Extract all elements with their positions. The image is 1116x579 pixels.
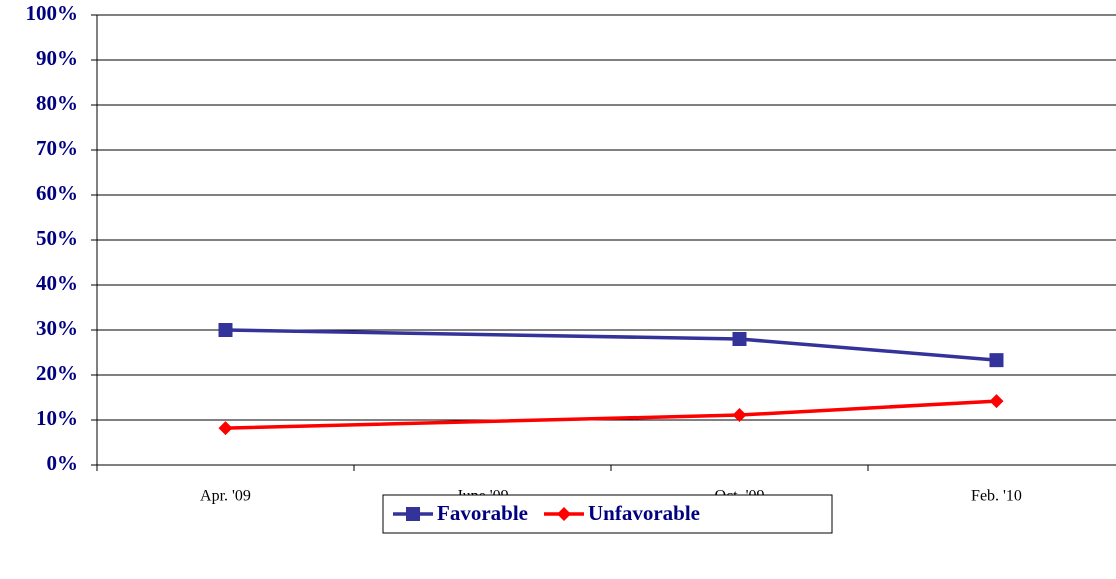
marker bbox=[218, 421, 233, 436]
x-tick-label: Feb. '10 bbox=[971, 488, 1022, 505]
y-tick-label: 100% bbox=[26, 1, 79, 25]
marker bbox=[218, 323, 233, 337]
marker bbox=[989, 353, 1004, 368]
y-tick-label: 70% bbox=[36, 136, 78, 160]
y-tick-label: 80% bbox=[36, 91, 78, 115]
y-tick-label: 50% bbox=[36, 226, 78, 250]
marker bbox=[556, 507, 571, 521]
marker bbox=[989, 394, 1004, 409]
y-tick-label: 90% bbox=[36, 46, 78, 70]
y-tick-label: 30% bbox=[36, 316, 78, 340]
x-tick-label: Apr. '09 bbox=[200, 488, 251, 505]
y-tick-label: 60% bbox=[36, 181, 78, 205]
y-tick-label: 40% bbox=[36, 271, 78, 295]
series-line bbox=[225, 328, 997, 362]
y-tick-label: 10% bbox=[36, 406, 78, 430]
y-tick-label: 20% bbox=[36, 361, 78, 385]
legend-label: Unfavorable bbox=[588, 501, 700, 525]
series-line bbox=[225, 399, 997, 430]
marker bbox=[732, 332, 747, 346]
legend: Favorable Unfavorable bbox=[382, 494, 833, 534]
marker bbox=[732, 408, 747, 423]
marker bbox=[406, 507, 420, 521]
legend-label: Favorable bbox=[437, 501, 528, 525]
legend-box bbox=[382, 494, 833, 534]
y-tick-label: 0% bbox=[47, 451, 79, 475]
